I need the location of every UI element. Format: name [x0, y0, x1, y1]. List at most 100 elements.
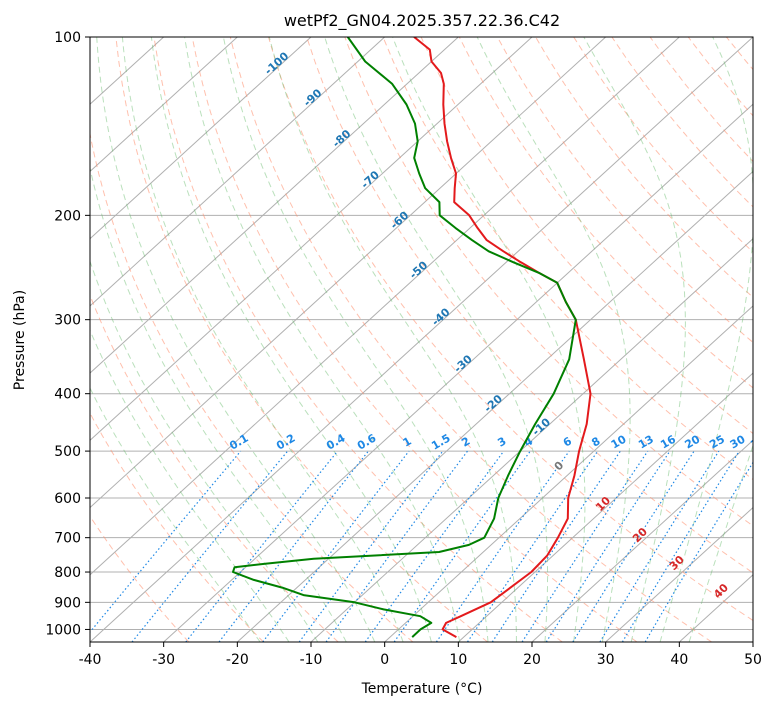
- dry-adiabat-line: [268, 37, 753, 622]
- isotherm-label: -80: [330, 127, 354, 150]
- x-tick-label: 50: [744, 652, 762, 668]
- isotherm-label: -60: [388, 209, 412, 232]
- y-tick-label: 200: [54, 208, 81, 224]
- mixing-ratio-line: [218, 450, 369, 642]
- x-tick-label: 10: [449, 652, 467, 668]
- isotherm-line: [310, 237, 753, 642]
- mixing-ratio-line: [298, 450, 444, 642]
- mixing-ratio-line: [90, 450, 242, 633]
- mixing-ratio-label: 3: [495, 435, 508, 450]
- plot-frame: [89, 36, 754, 643]
- x-tick-label: -20: [226, 652, 249, 668]
- mixing-ratio-label: 0.2: [274, 432, 297, 453]
- isotherm-label: -30: [451, 352, 475, 375]
- mixing-ratio-label: 1: [401, 435, 414, 450]
- moist-adiabat-line: [392, 37, 586, 642]
- y-tick-label: 1000: [45, 622, 81, 638]
- moist-adiabat-line: [268, 37, 517, 642]
- moist-adiabat-label: 10: [593, 494, 613, 514]
- isotherm-line: [90, 37, 680, 576]
- isotherm-label: -100: [262, 49, 291, 77]
- mixing-ratio-line: [545, 450, 671, 642]
- mixing-ratio-line: [599, 450, 720, 642]
- dry-adiabat-line: [344, 37, 753, 527]
- isotherm-line: [236, 170, 753, 642]
- dry-adiabat-line: [90, 515, 190, 642]
- moist-adiabat-line: [184, 37, 461, 642]
- isotherm-line: [163, 103, 753, 642]
- moist-adiabat-line: [90, 259, 319, 642]
- y-axis: 100 200 300 400 500 600 700 800 900 1000: [45, 30, 90, 638]
- isotherm-label: -40: [429, 305, 453, 328]
- isotherm-line: [90, 37, 459, 374]
- mixing-ratio-line: [364, 450, 505, 642]
- isotherm-line: [90, 37, 386, 307]
- mixing-ratio-line: [435, 450, 570, 642]
- isotherm-line: [384, 305, 753, 642]
- mixing-ratio-label: 0.4: [324, 431, 348, 452]
- dry-adiabat-line: [191, 37, 638, 642]
- temperature-profile-line: [413, 37, 592, 638]
- moist-adiabat-line: [96, 37, 376, 642]
- dewpoint-profile-line: [232, 37, 577, 638]
- isotherm-line: [90, 37, 607, 509]
- y-tick-label: 400: [54, 387, 81, 403]
- moist-adiabat-line: [90, 328, 290, 642]
- dry-adiabat-line: [726, 37, 753, 71]
- dry-adiabat-line: [382, 37, 753, 481]
- mixing-ratio-label: 6: [561, 434, 574, 449]
- dry-adiabat-line: [306, 37, 753, 574]
- moist-adiabat-line: [150, 37, 432, 642]
- dry-adiabat-line: [420, 37, 753, 435]
- moist-adiabat-label: 20: [630, 525, 650, 545]
- dry-adiabat-line: [496, 37, 753, 344]
- mixing-ratio-line: [621, 450, 740, 642]
- dry-adiabat-line: [611, 37, 753, 208]
- moist-adiabat-line: [222, 37, 489, 642]
- dry-adiabat-line: [229, 37, 712, 642]
- mixing-ratio-line: [521, 450, 649, 642]
- background-lines: [90, 37, 775, 642]
- moist-adiabat-line: [324, 37, 549, 642]
- y-tick-label: 300: [54, 313, 81, 329]
- mixing-ratio-label: 25: [707, 433, 727, 452]
- y-tick-label: 100: [54, 30, 81, 46]
- x-tick-label: 30: [597, 652, 615, 668]
- isotherm-label: -70: [359, 168, 383, 191]
- moist-adiabat-label: 40: [711, 581, 731, 601]
- x-axis-label: Temperature (°C): [361, 681, 483, 697]
- dry-adiabat-line: [535, 37, 753, 298]
- y-tick-label: 700: [54, 531, 81, 547]
- isotherm-line: [90, 37, 533, 442]
- isotherm-label: -90: [301, 86, 325, 109]
- mixing-ratio-label: 30: [728, 432, 748, 451]
- mixing-ratio-line: [131, 450, 289, 642]
- moist-adiabat-line: [90, 387, 261, 642]
- x-tick-label: -10: [300, 652, 323, 668]
- y-tick-label: 600: [54, 491, 81, 507]
- y-tick-label: 900: [54, 595, 81, 611]
- moist-adiabat-line: [121, 37, 404, 642]
- isotherm-label: -20: [482, 392, 506, 415]
- isotherm-line: [90, 37, 238, 173]
- moist-adiabat-label: 0: [552, 458, 567, 473]
- x-tick-label: -40: [79, 652, 102, 668]
- dry-adiabat-line: [90, 412, 264, 642]
- isotherm-line: [457, 372, 753, 642]
- isotherm-line: [752, 641, 753, 642]
- reference-line-labels: 0.1 0.2 0.4 0.6 1 1.5 2 3 4 6 8 10 13 16 20 25 30 36-100-…: [227, 49, 768, 601]
- mixing-ratio-line: [185, 450, 339, 642]
- isotherm-line: [531, 439, 753, 642]
- y-tick-label: 500: [54, 444, 81, 460]
- x-tick-label: -30: [152, 652, 175, 668]
- y-tick-label: 800: [54, 565, 81, 581]
- moist-adiabat-line: [583, 37, 686, 642]
- mixing-ratio-label: 36: [748, 432, 768, 451]
- isotherm-line: [90, 37, 312, 240]
- moist-adiabat-line: [90, 165, 347, 642]
- dry-adiabat-line: [765, 37, 775, 642]
- isotherm-line: [90, 37, 753, 642]
- chart-title: wetPf2_GN04.2025.357.22.36.C42: [284, 11, 560, 31]
- profiles: [232, 37, 592, 638]
